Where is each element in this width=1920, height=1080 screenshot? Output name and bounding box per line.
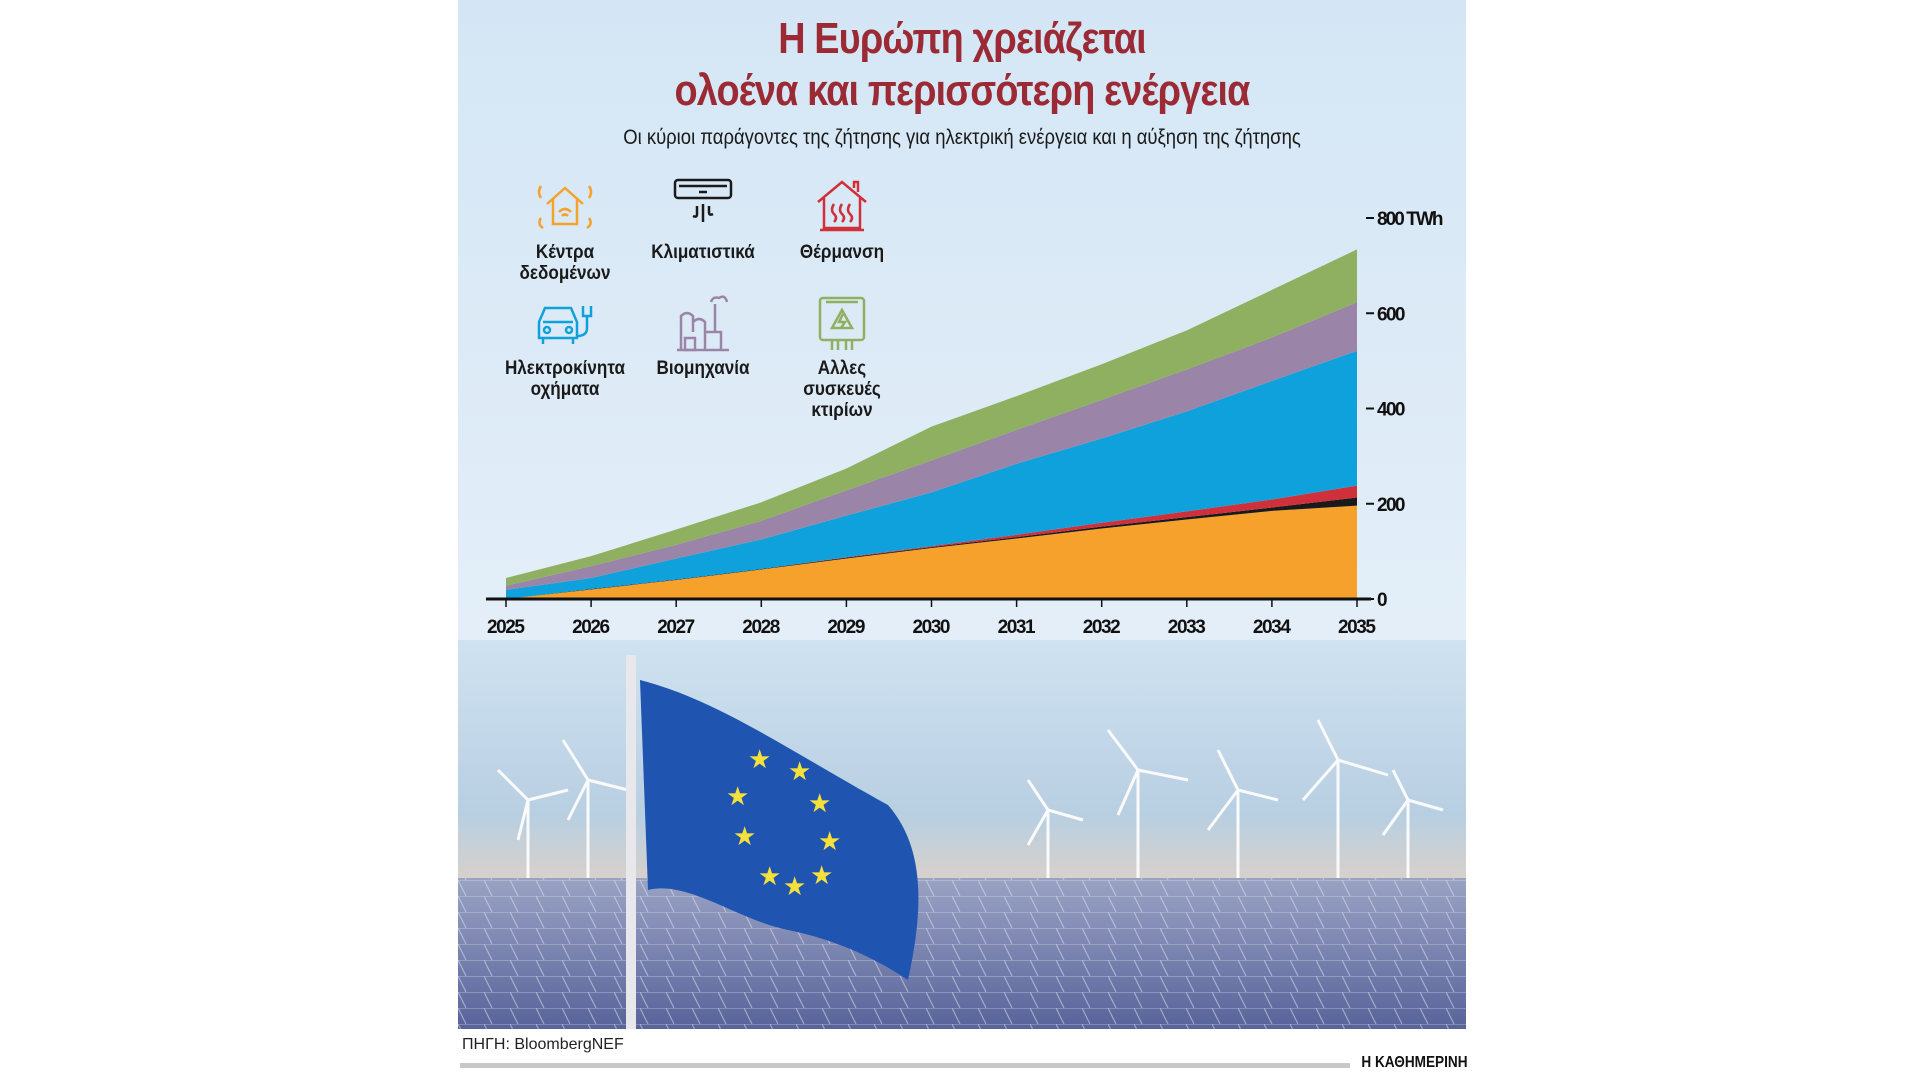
legend-label: Κέντρα	[535, 242, 595, 263]
legend-industry: Βιομηχανία	[631, 358, 775, 379]
x-tick-label: 2030	[913, 617, 951, 638]
legend-label: Βιομηχανία	[656, 358, 750, 379]
y-tick-label: 600	[1377, 304, 1406, 325]
legend-data-centers: Κέντρα δεδομένων	[493, 242, 637, 284]
legend-electric-vehicles: Ηλεκτροκίνητα οχήματα	[493, 358, 637, 400]
smart-house-icon	[537, 185, 593, 230]
x-tick-label: 2027	[657, 617, 695, 638]
area-series-0	[506, 505, 1357, 599]
factory-icon	[677, 295, 729, 352]
y-tick-label: 800 TWh	[1377, 209, 1444, 230]
legend-label: Θέρμανση	[799, 242, 885, 263]
svg-text:★: ★	[818, 827, 841, 857]
legend-label: Ηλεκτροκίνητα	[504, 358, 626, 379]
footer-divider	[460, 1063, 1350, 1068]
legend-label: συσκευές	[803, 379, 881, 400]
svg-text:★: ★	[788, 757, 811, 787]
electric-car-icon	[537, 306, 593, 344]
eu-flag-wind-solar-photo: ★ ★★ ★★★ ★★ ★	[458, 640, 1466, 1029]
title-line-2: ολοένα και περισσότερη ενέργεια	[674, 66, 1250, 115]
x-tick-label: 2034	[1253, 617, 1291, 638]
legend-label: Αλλες	[817, 358, 867, 379]
area-series-3	[506, 350, 1357, 599]
x-tick-label: 2031	[998, 617, 1036, 638]
x-tick-label: 2035	[1338, 617, 1376, 638]
svg-text:★: ★	[748, 745, 771, 775]
electrical-panel-icon	[818, 296, 866, 350]
brand-logo: Η ΚΑΘΗΜΕΡΙΝΗ	[1361, 1054, 1468, 1071]
svg-text:★: ★	[726, 782, 749, 812]
x-tick-label: 2026	[572, 617, 610, 638]
x-tick-label: 2029	[827, 617, 865, 638]
y-tick-label: 400	[1377, 400, 1406, 421]
svg-text:★: ★	[810, 861, 833, 891]
legend-other-building-devices: Αλλες συσκευές κτιρίων	[770, 358, 914, 421]
svg-text:★: ★	[758, 862, 781, 892]
legend-heating: Θέρμανση	[770, 242, 914, 263]
legend-label: κτιρίων	[811, 400, 873, 421]
x-tick-label: 2032	[1083, 617, 1121, 638]
y-tick-label: 0	[1377, 590, 1388, 611]
x-tick-label: 2025	[487, 617, 525, 638]
title-line-1: Η Ευρώπη χρειάζεται	[778, 14, 1146, 63]
legend-label: Κλιματιστικά	[651, 242, 755, 263]
heating-house-icon	[817, 180, 867, 232]
legend-label: δεδομένων	[519, 263, 611, 284]
legend-label: οχήματα	[530, 379, 600, 400]
x-tick-label: 2033	[1168, 617, 1206, 638]
area-series-1	[506, 497, 1357, 599]
svg-text:★: ★	[733, 822, 756, 852]
y-tick-label: 200	[1377, 495, 1406, 516]
svg-text:★: ★	[783, 872, 806, 902]
source-note: ΠΗΓΗ: BloombergNEF	[462, 1036, 624, 1053]
legend-air-conditioners: Κλιματιστικά	[631, 242, 775, 263]
subtitle: Οι κύριοι παράγοντες της ζήτησης για ηλε…	[623, 126, 1301, 149]
air-conditioner-icon	[673, 178, 733, 222]
x-tick-label: 2028	[742, 617, 780, 638]
svg-text:★: ★	[808, 789, 831, 819]
